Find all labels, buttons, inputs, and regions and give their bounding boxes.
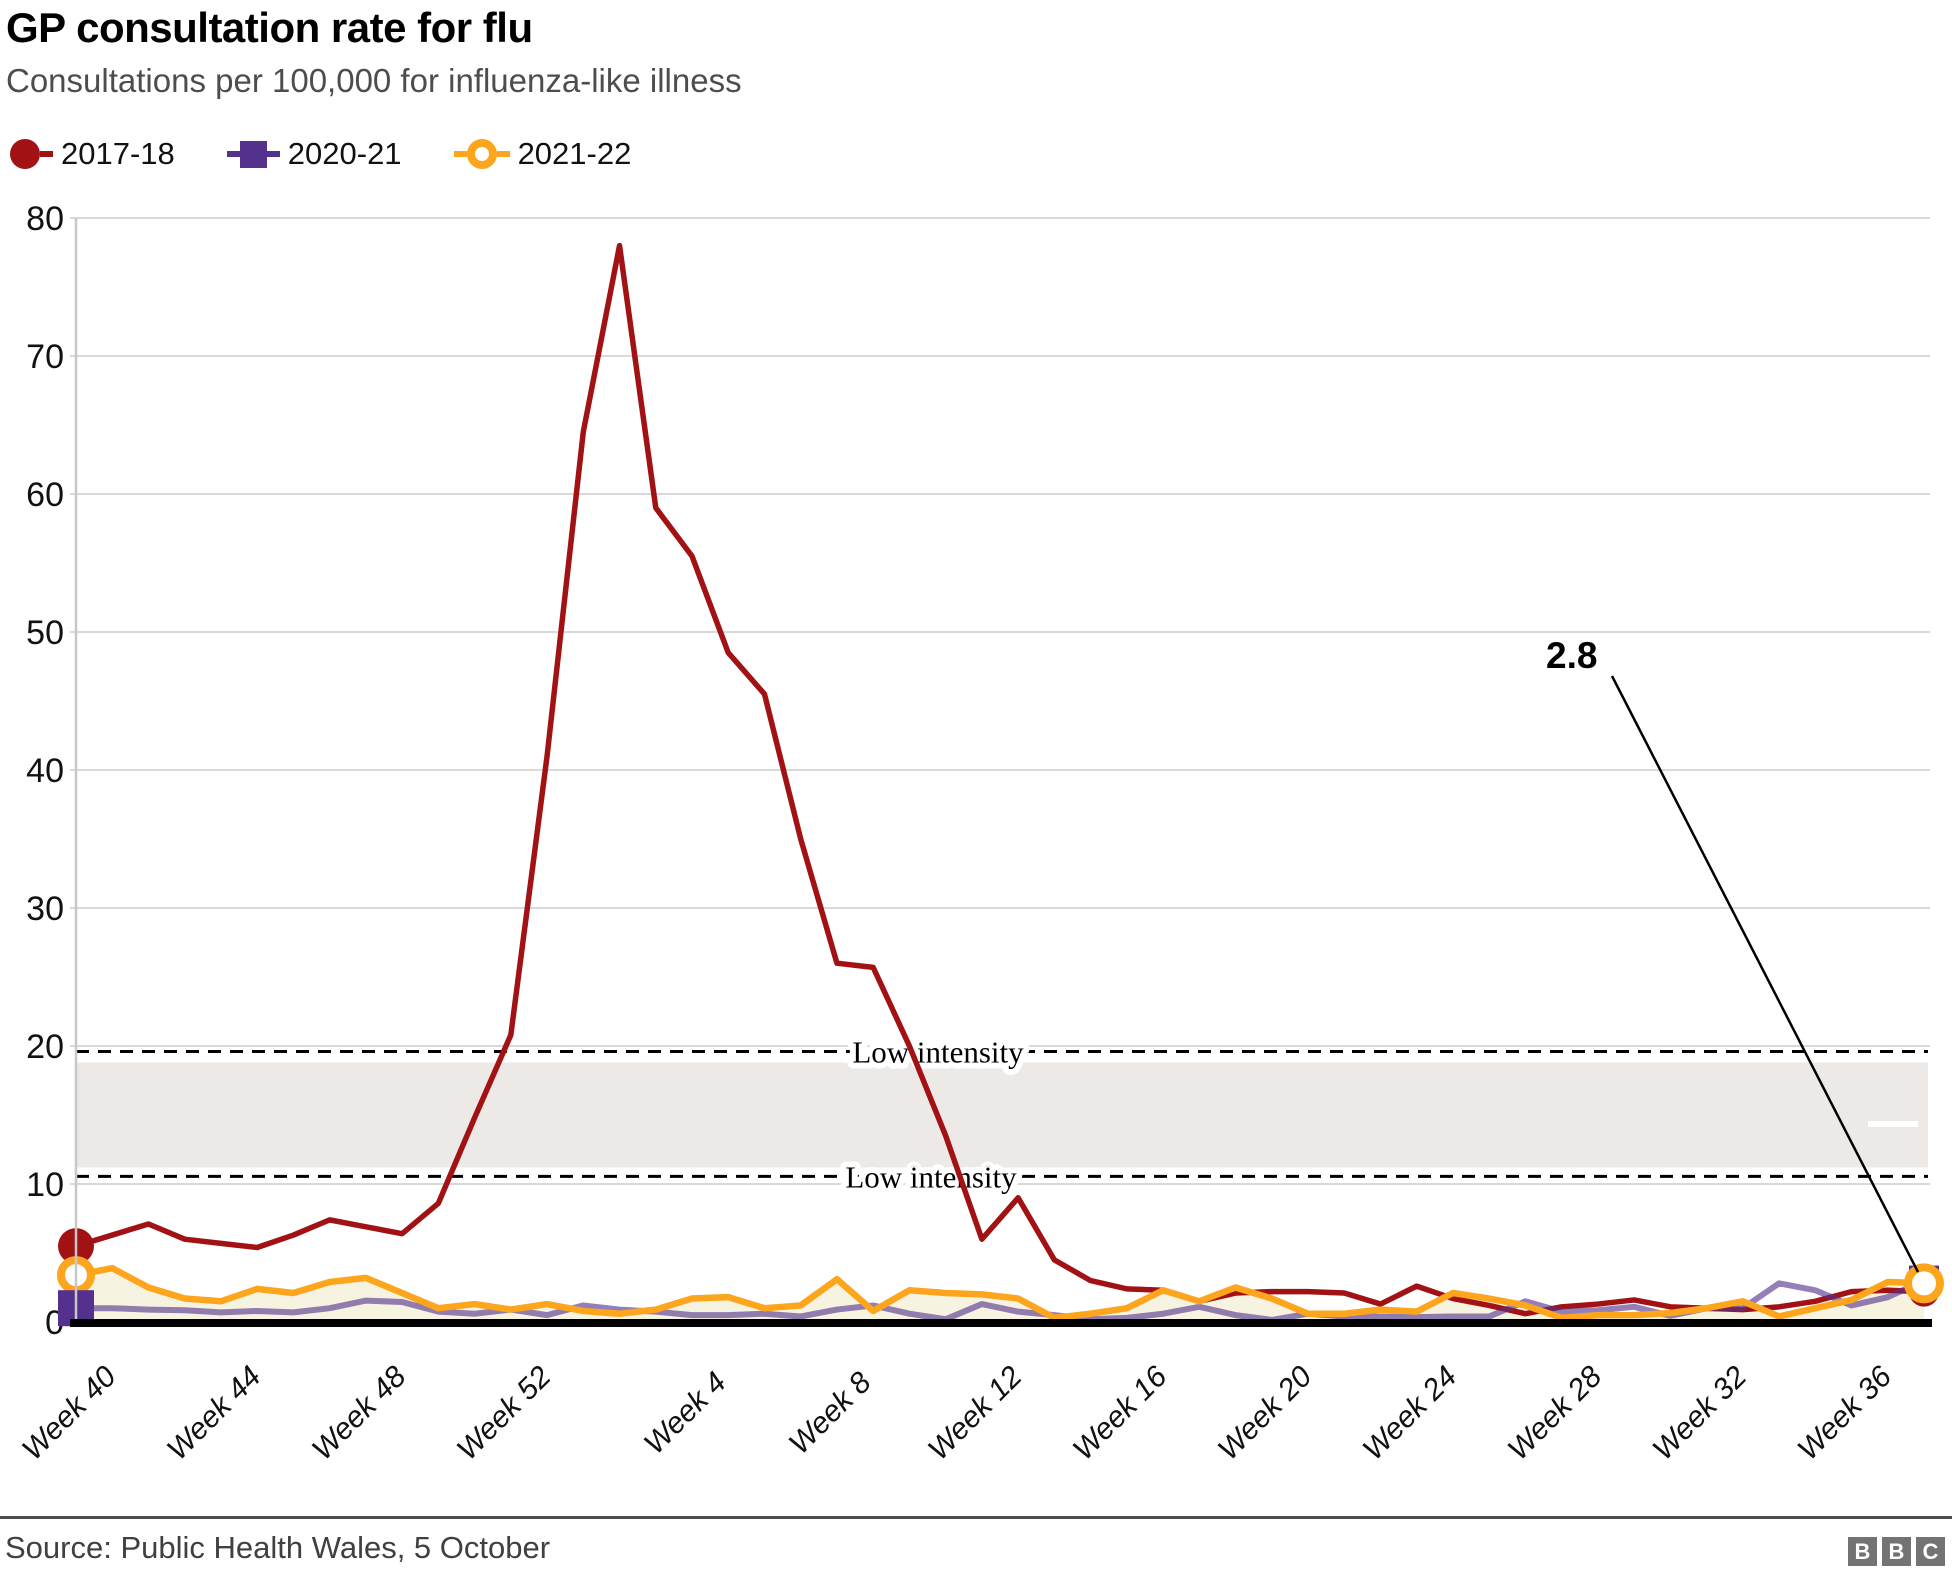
series-line-2017-18 xyxy=(73,242,1927,1317)
bbc-logo-block: C xyxy=(1916,1537,1945,1566)
x-tick-label-week-40: Week 40 xyxy=(16,1360,123,1467)
page-title: GP consultation rate for flu xyxy=(6,4,533,51)
y-tick-label-40: 40 xyxy=(26,752,64,790)
series-line-2021-22 xyxy=(72,1264,1928,1322)
x-tick-label-week-28: Week 28 xyxy=(1502,1360,1609,1467)
band-white-dash xyxy=(1868,1121,1918,1127)
bbc-logo: B B C xyxy=(1848,1537,1945,1566)
y-tick-label-50: 50 xyxy=(26,614,64,652)
legend-label: 2021-22 xyxy=(517,136,632,171)
x-tick-label-week-8: Week 8 xyxy=(783,1366,878,1461)
filled-circle-icon xyxy=(10,139,53,169)
series-line-2020-21 xyxy=(73,1277,1927,1323)
y-tick-label-30: 30 xyxy=(26,890,64,928)
x-tick-label-week-16: Week 16 xyxy=(1067,1360,1174,1467)
y-tick-label-20: 20 xyxy=(26,1028,64,1066)
x-tick-label-week-52: Week 52 xyxy=(451,1360,558,1467)
x-tick-label-week-4: Week 4 xyxy=(638,1366,733,1461)
legend-item-2020-21: 2020-21 xyxy=(226,136,402,172)
y-tick-label-10: 10 xyxy=(26,1166,64,1204)
legend-label: 2017-18 xyxy=(61,136,175,171)
page-subtitle: Consultations per 100,000 for influenza-… xyxy=(6,62,742,99)
legend: 2017-18 2020-21 2021-22 xyxy=(10,136,631,172)
annotation-callout-line xyxy=(1610,675,1920,1273)
x-tick-label-week-48: Week 48 xyxy=(306,1360,413,1467)
legend-item-2017-18: 2017-18 xyxy=(10,136,175,172)
marker-end-2021-22 xyxy=(1904,1263,1944,1304)
low-intensity-band xyxy=(76,1062,1928,1168)
y-tick-label-80: 80 xyxy=(26,200,64,238)
x-tick-label-week-12: Week 12 xyxy=(922,1360,1029,1467)
y-tick-label-60: 60 xyxy=(26,476,64,514)
footer-divider xyxy=(0,1516,1952,1519)
x-tick-label-week-20: Week 20 xyxy=(1212,1360,1319,1467)
x-axis-line xyxy=(70,1319,1932,1327)
annotation-value-label: 2.8 xyxy=(1546,635,1597,676)
legend-label: 2020-21 xyxy=(287,136,402,171)
threshold-label-0: Low intensity xyxy=(852,1035,1024,1070)
open-circle-icon xyxy=(453,139,510,169)
legend-item-2021-22: 2021-22 xyxy=(453,136,632,172)
threshold-label-1: Low intensity xyxy=(845,1159,1017,1194)
chart-header: GP consultation rate for flu Consultatio… xyxy=(6,4,1606,100)
bbc-logo-block: B xyxy=(1882,1537,1911,1566)
x-tick-label-week-36: Week 36 xyxy=(1791,1360,1898,1467)
x-tick-label-week-44: Week 44 xyxy=(161,1360,268,1467)
x-tick-label-week-32: Week 32 xyxy=(1647,1360,1754,1467)
filled-square-icon xyxy=(226,140,280,168)
source-text: Source: Public Health Wales, 5 October xyxy=(5,1530,551,1565)
y-tick-label-70: 70 xyxy=(26,338,64,376)
bbc-logo-block: B xyxy=(1848,1537,1877,1566)
x-tick-label-week-24: Week 24 xyxy=(1357,1360,1464,1467)
